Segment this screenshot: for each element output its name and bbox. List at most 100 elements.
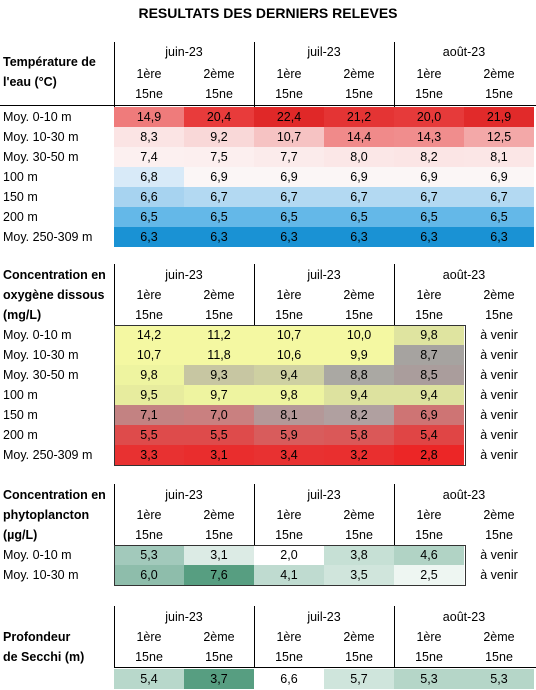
- table-cell: 7,4: [114, 147, 184, 167]
- table-cell: 9,4: [394, 385, 464, 405]
- table-cell: 3,1: [184, 545, 254, 565]
- column-divider: [254, 484, 255, 545]
- fortnight-label: 2ème: [483, 630, 515, 644]
- row-label: Moy. 10-30 m: [3, 130, 79, 144]
- table-cell: 20,4: [184, 107, 254, 127]
- month-header: juin-23 juil-23 août-23: [114, 265, 536, 285]
- table-row: 100 m 6,8 6,9 6,9 6,9 6,9 6,9: [0, 167, 536, 187]
- temperature-label: Température de l'eau (°C): [3, 52, 96, 92]
- table-cell: 2,0: [254, 545, 324, 565]
- month-label: août-23: [442, 268, 486, 282]
- table-cell: 9,4: [254, 365, 324, 385]
- fortnight-label: 1ère: [136, 508, 162, 522]
- row-label: Moy. 250-309 m: [3, 448, 93, 462]
- table-cell: 2,5: [394, 565, 464, 585]
- fortnight-label: 2ème: [483, 288, 515, 302]
- table-row: 100 m 9,5 9,7 9,8 9,4 9,4 à venir: [0, 385, 536, 405]
- table-cell: 9,4: [324, 385, 394, 405]
- row-label: Moy. 0-10 m: [3, 110, 72, 124]
- row-label: 150 m: [3, 190, 38, 204]
- table-cell: 9,7: [184, 385, 254, 405]
- month-header: juin-23 juil-23 août-23: [114, 607, 536, 627]
- table-cell: 6,7: [324, 187, 394, 207]
- fortnight-label: 2ème: [203, 288, 235, 302]
- fortnight-label: 2ème: [343, 67, 375, 81]
- fortnight-label: 15ne: [205, 87, 233, 101]
- month-label: juil-23: [307, 268, 341, 282]
- table-cell: 8,1: [254, 405, 324, 425]
- table-cell: 9,8: [114, 365, 184, 385]
- fortnight-label: 15ne: [485, 308, 513, 322]
- fortnight-label: 2ème: [343, 288, 375, 302]
- fortnight-label: 1ère: [276, 288, 302, 302]
- row-label: 200 m: [3, 210, 38, 224]
- table-cell: 3,8: [324, 545, 394, 565]
- secchi-cell: 5,4: [114, 669, 184, 689]
- table-cell: 6,3: [184, 227, 254, 247]
- fortnight-label: 15ne: [205, 650, 233, 664]
- oxygen-label-line: (mg/L): [3, 308, 42, 322]
- table-cell: 14,2: [114, 325, 184, 345]
- oxygen-section: Concentration en oxygène dissous (mg/L) …: [0, 264, 536, 469]
- phyto-label-line: (µg/L): [3, 528, 38, 542]
- secchi-cell: 6,6: [254, 669, 324, 689]
- table-cell: 11,8: [184, 345, 254, 365]
- fortnight-label: 15ne: [345, 308, 373, 322]
- table-cell: 3,4: [254, 445, 324, 465]
- table-cell: 6,3: [254, 227, 324, 247]
- table-cell: 8,5: [394, 365, 464, 385]
- table-row: 150 m 7,1 7,0 8,1 8,2 6,9 à venir: [0, 405, 536, 425]
- table-cell: 5,5: [184, 425, 254, 445]
- fortnight-label: 15ne: [275, 528, 303, 542]
- oxygen-label: Concentration en oxygène dissous (mg/L): [3, 265, 106, 325]
- month-label: août-23: [442, 610, 486, 624]
- table-cell: 3,1: [184, 445, 254, 465]
- month-label: juin-23: [165, 268, 203, 282]
- phyto-label-line: phytoplancton: [3, 508, 90, 522]
- table-cell: 8,2: [394, 147, 464, 167]
- fortnight-label: 15ne: [415, 650, 443, 664]
- row-label: Moy. 30-50 m: [3, 368, 79, 382]
- column-divider: [254, 42, 255, 107]
- column-divider: [394, 264, 395, 325]
- table-cell: 8,2: [324, 405, 394, 425]
- table-cell: 3,3: [114, 445, 184, 465]
- page-title: RESULTATS DES DERNIERS RELEVES: [138, 5, 398, 21]
- header-underline: [0, 105, 536, 106]
- table-row: Moy. 30-50 m 9,8 9,3 9,4 8,8 8,5 à venir: [0, 365, 536, 385]
- secchi-cell: 5,7: [324, 669, 394, 689]
- temperature-section: Température de l'eau (°C) juin-23 juil-2…: [0, 42, 536, 247]
- table-cell: 10,6: [254, 345, 324, 365]
- table-cell: 20,0: [394, 107, 464, 127]
- table-cell: 6,5: [464, 207, 534, 227]
- oxygen-table-border: [114, 325, 466, 466]
- row-label: 100 m: [3, 170, 38, 184]
- header-underline: [114, 667, 536, 668]
- secchi-label: Profondeur de Secchi (m): [3, 627, 84, 667]
- row-label: 150 m: [3, 408, 38, 422]
- column-divider: [254, 264, 255, 325]
- fortnight-label: 1ère: [136, 630, 162, 644]
- table-cell: à venir: [464, 425, 534, 445]
- table-cell: 4,6: [394, 545, 464, 565]
- table-cell: 8,1: [464, 147, 534, 167]
- fortnight-label: 15ne: [275, 87, 303, 101]
- table-cell: 5,8: [324, 425, 394, 445]
- fortnight-label: 15ne: [485, 650, 513, 664]
- fortnight-label: 2ème: [343, 630, 375, 644]
- table-cell: à venir: [464, 565, 534, 585]
- table-cell: 9,5: [114, 385, 184, 405]
- fortnight-label: 1ère: [416, 630, 442, 644]
- table-cell: 10,7: [254, 127, 324, 147]
- column-divider: [394, 606, 395, 667]
- oxygen-label-line: Concentration en: [3, 268, 106, 282]
- table-cell: 6,5: [114, 207, 184, 227]
- fortnight-label: 15ne: [415, 308, 443, 322]
- fortnight-label: 1ère: [136, 67, 162, 81]
- table-row: Moy. 10-30 m 6,0 7,6 4,1 3,5 2,5 à venir: [0, 565, 536, 585]
- month-header: juin-23 juil-23 août-23: [114, 485, 536, 505]
- fortnight-label: 15ne: [415, 87, 443, 101]
- table-cell: 11,2: [184, 325, 254, 345]
- fortnight-label: 15ne: [205, 528, 233, 542]
- table-cell: 6,9: [254, 167, 324, 187]
